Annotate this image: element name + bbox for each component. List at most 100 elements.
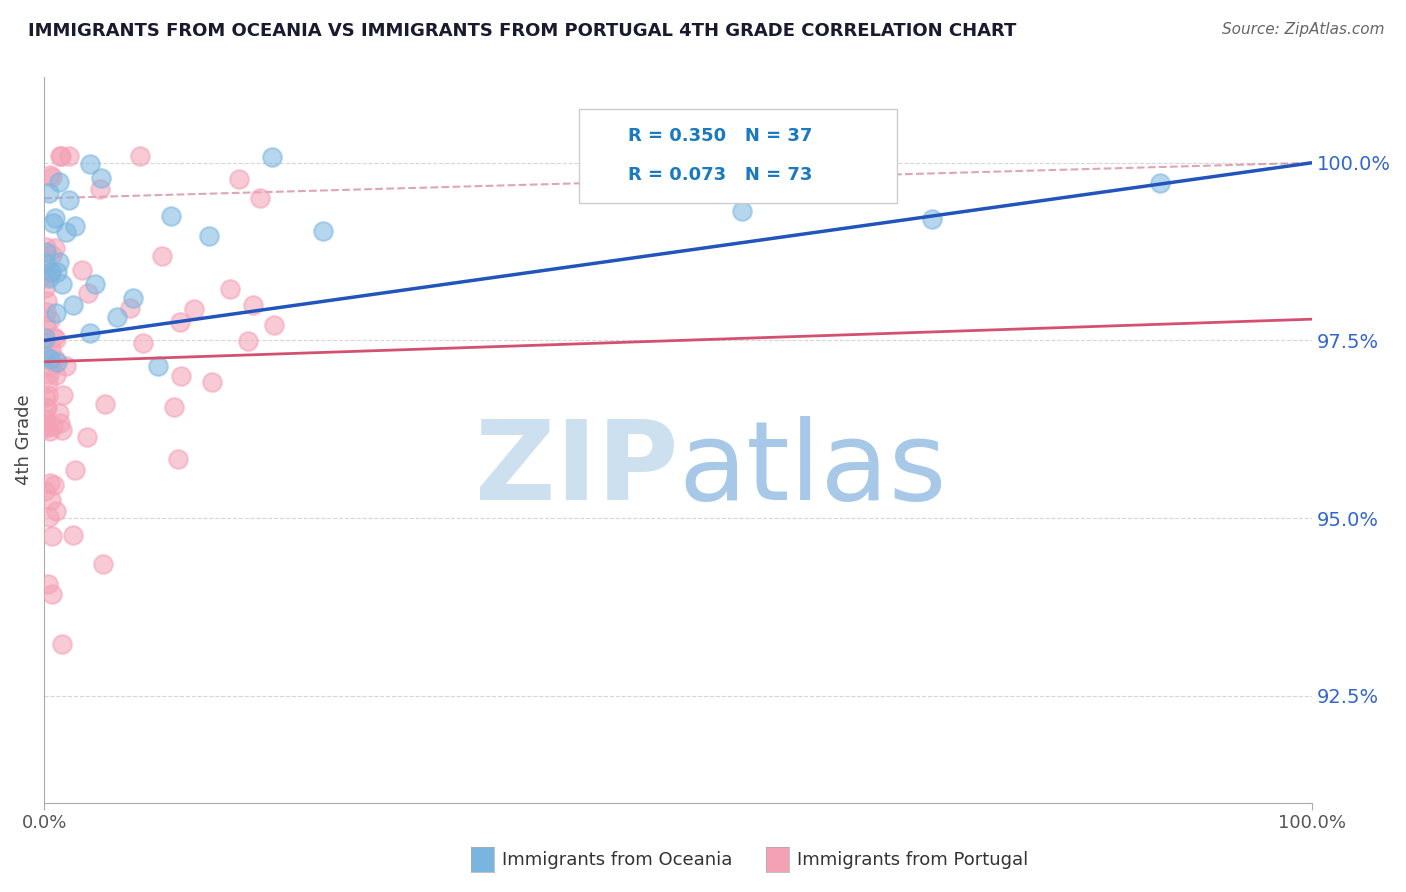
Text: ZIP: ZIP: [475, 416, 678, 523]
Point: [39, 351, 62, 366]
Point: [160, 209, 183, 223]
Point: [48, 148, 70, 162]
Point: [41, 248, 63, 262]
Point: [34, 256, 56, 270]
Point: [37, 293, 59, 308]
Point: [79, 326, 101, 340]
Point: [91, 558, 114, 572]
Point: [51, 277, 73, 291]
Point: [39, 359, 62, 373]
Point: [238, 334, 260, 348]
Point: [118, 301, 141, 315]
Point: [51, 637, 73, 651]
Point: [34, 411, 56, 425]
Point: [41, 529, 63, 543]
Point: [76, 430, 98, 444]
Point: [45, 504, 67, 518]
Point: [34, 244, 56, 259]
Point: [58, 148, 80, 162]
Point: [218, 282, 240, 296]
Point: [183, 302, 205, 317]
Point: [38, 313, 60, 327]
Point: [84, 277, 107, 291]
Point: [37, 376, 59, 391]
Point: [42, 419, 65, 434]
Point: [35, 401, 58, 415]
Point: [35, 318, 58, 333]
Point: [150, 249, 173, 263]
Point: [170, 368, 193, 383]
Point: [39, 265, 62, 279]
Point: [62, 528, 84, 542]
Point: [62, 298, 84, 312]
Point: [34, 268, 56, 282]
Point: [105, 310, 128, 325]
Point: [263, 318, 285, 332]
Point: [35, 240, 58, 254]
Point: [921, 212, 943, 227]
Point: [79, 157, 101, 171]
Point: [148, 359, 170, 374]
Point: [169, 315, 191, 329]
Point: [42, 329, 65, 343]
Text: Immigrants from Portugal: Immigrants from Portugal: [797, 851, 1028, 869]
Point: [312, 224, 335, 238]
Point: [35, 400, 58, 414]
Point: [42, 216, 65, 230]
Point: [44, 211, 66, 225]
Point: [34, 484, 56, 499]
Point: [242, 298, 264, 312]
Point: [122, 292, 145, 306]
Point: [51, 423, 73, 437]
Point: [129, 148, 152, 162]
Point: [45, 368, 67, 382]
Point: [55, 225, 77, 239]
Point: [34, 331, 56, 345]
Point: [77, 285, 100, 300]
Y-axis label: 4th Grade: 4th Grade: [15, 394, 32, 485]
Text: R = 0.073   N = 73: R = 0.073 N = 73: [628, 166, 813, 184]
Point: [39, 476, 62, 491]
Text: IMMIGRANTS FROM OCEANIA VS IMMIGRANTS FROM PORTUGAL 4TH GRADE CORRELATION CHART: IMMIGRANTS FROM OCEANIA VS IMMIGRANTS FR…: [28, 22, 1017, 40]
Point: [41, 169, 63, 184]
Point: [38, 168, 60, 182]
Point: [55, 359, 77, 374]
Point: [48, 175, 70, 189]
Point: [166, 451, 188, 466]
Point: [44, 241, 66, 255]
Point: [38, 510, 60, 524]
Point: [38, 186, 60, 200]
Point: [37, 387, 59, 401]
Point: [48, 406, 70, 420]
Point: [90, 170, 112, 185]
Point: [249, 191, 271, 205]
Point: [38, 271, 60, 285]
Point: [37, 269, 59, 284]
Point: [37, 577, 59, 591]
Point: [49, 148, 72, 162]
Point: [39, 492, 62, 507]
Point: [42, 477, 65, 491]
Point: [730, 204, 752, 219]
Point: [201, 375, 224, 389]
Point: [35, 305, 58, 319]
Point: [45, 305, 67, 319]
Point: [89, 182, 111, 196]
Point: [39, 265, 62, 279]
Point: [1149, 177, 1171, 191]
Point: [49, 417, 72, 431]
Point: [70, 262, 93, 277]
Point: [63, 219, 86, 233]
Point: [163, 400, 186, 414]
Point: [34, 419, 56, 434]
Point: [228, 172, 250, 186]
Point: [39, 343, 62, 357]
Text: atlas: atlas: [678, 416, 946, 523]
Point: [38, 367, 60, 381]
Point: [46, 265, 69, 279]
Point: [262, 150, 284, 164]
Point: [132, 335, 155, 350]
Point: [94, 397, 117, 411]
Point: [41, 587, 63, 601]
Point: [34, 349, 56, 363]
